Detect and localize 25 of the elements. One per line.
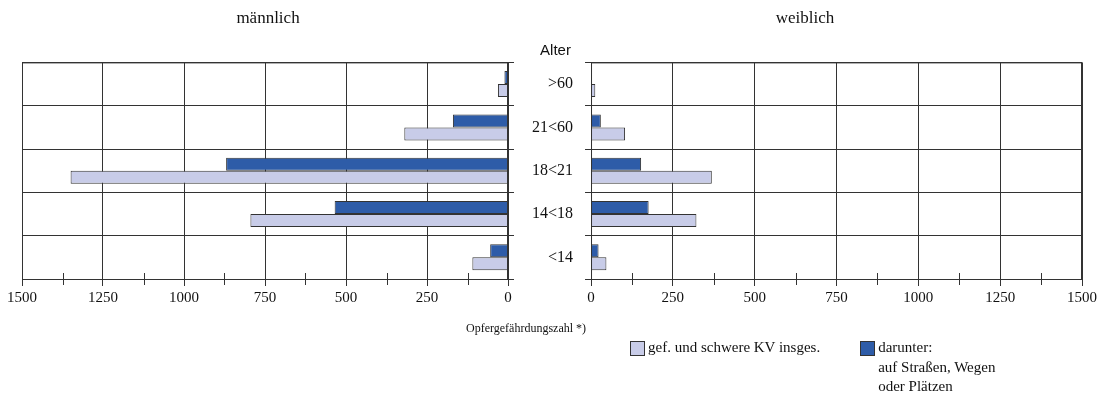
- x-tick-label: 1500: [1067, 288, 1097, 305]
- y-tick-label: >60: [547, 74, 574, 92]
- x-tick-label: 750: [253, 288, 277, 305]
- x-tick-label: 0: [587, 288, 595, 305]
- x-tick-label: 500: [334, 288, 358, 305]
- x-tick-label: 0: [504, 288, 512, 305]
- chart-title: männlich: [236, 7, 301, 27]
- y-axis-title: Alter: [540, 41, 571, 59]
- x-axis-title: Opfergefährdungszahl *): [466, 321, 587, 336]
- x-tick-label: 750: [825, 288, 848, 305]
- y-tick-label: <14: [547, 247, 574, 265]
- x-tick-label: 1250: [88, 288, 118, 305]
- x-tick-label: 250: [415, 288, 439, 305]
- y-tick-label: 21<60: [531, 117, 574, 135]
- x-tick-label: 1250: [985, 288, 1016, 305]
- x-tick-label: 250: [661, 288, 685, 305]
- x-tick-label: 500: [743, 288, 766, 305]
- x-tick-label: 1000: [903, 288, 934, 305]
- chart-title: weiblich: [775, 7, 835, 27]
- x-tick-label: 1500: [7, 288, 37, 305]
- legend-label: darunter: auf Straßen, Wegen oder Plätzen: [878, 338, 996, 396]
- y-tick-label: 18<21: [531, 160, 574, 178]
- legend-label: gef. und schwere KV insges.: [648, 338, 821, 357]
- y-tick-label: 14<18: [531, 204, 574, 222]
- x-tick-label: 1000: [169, 288, 199, 305]
